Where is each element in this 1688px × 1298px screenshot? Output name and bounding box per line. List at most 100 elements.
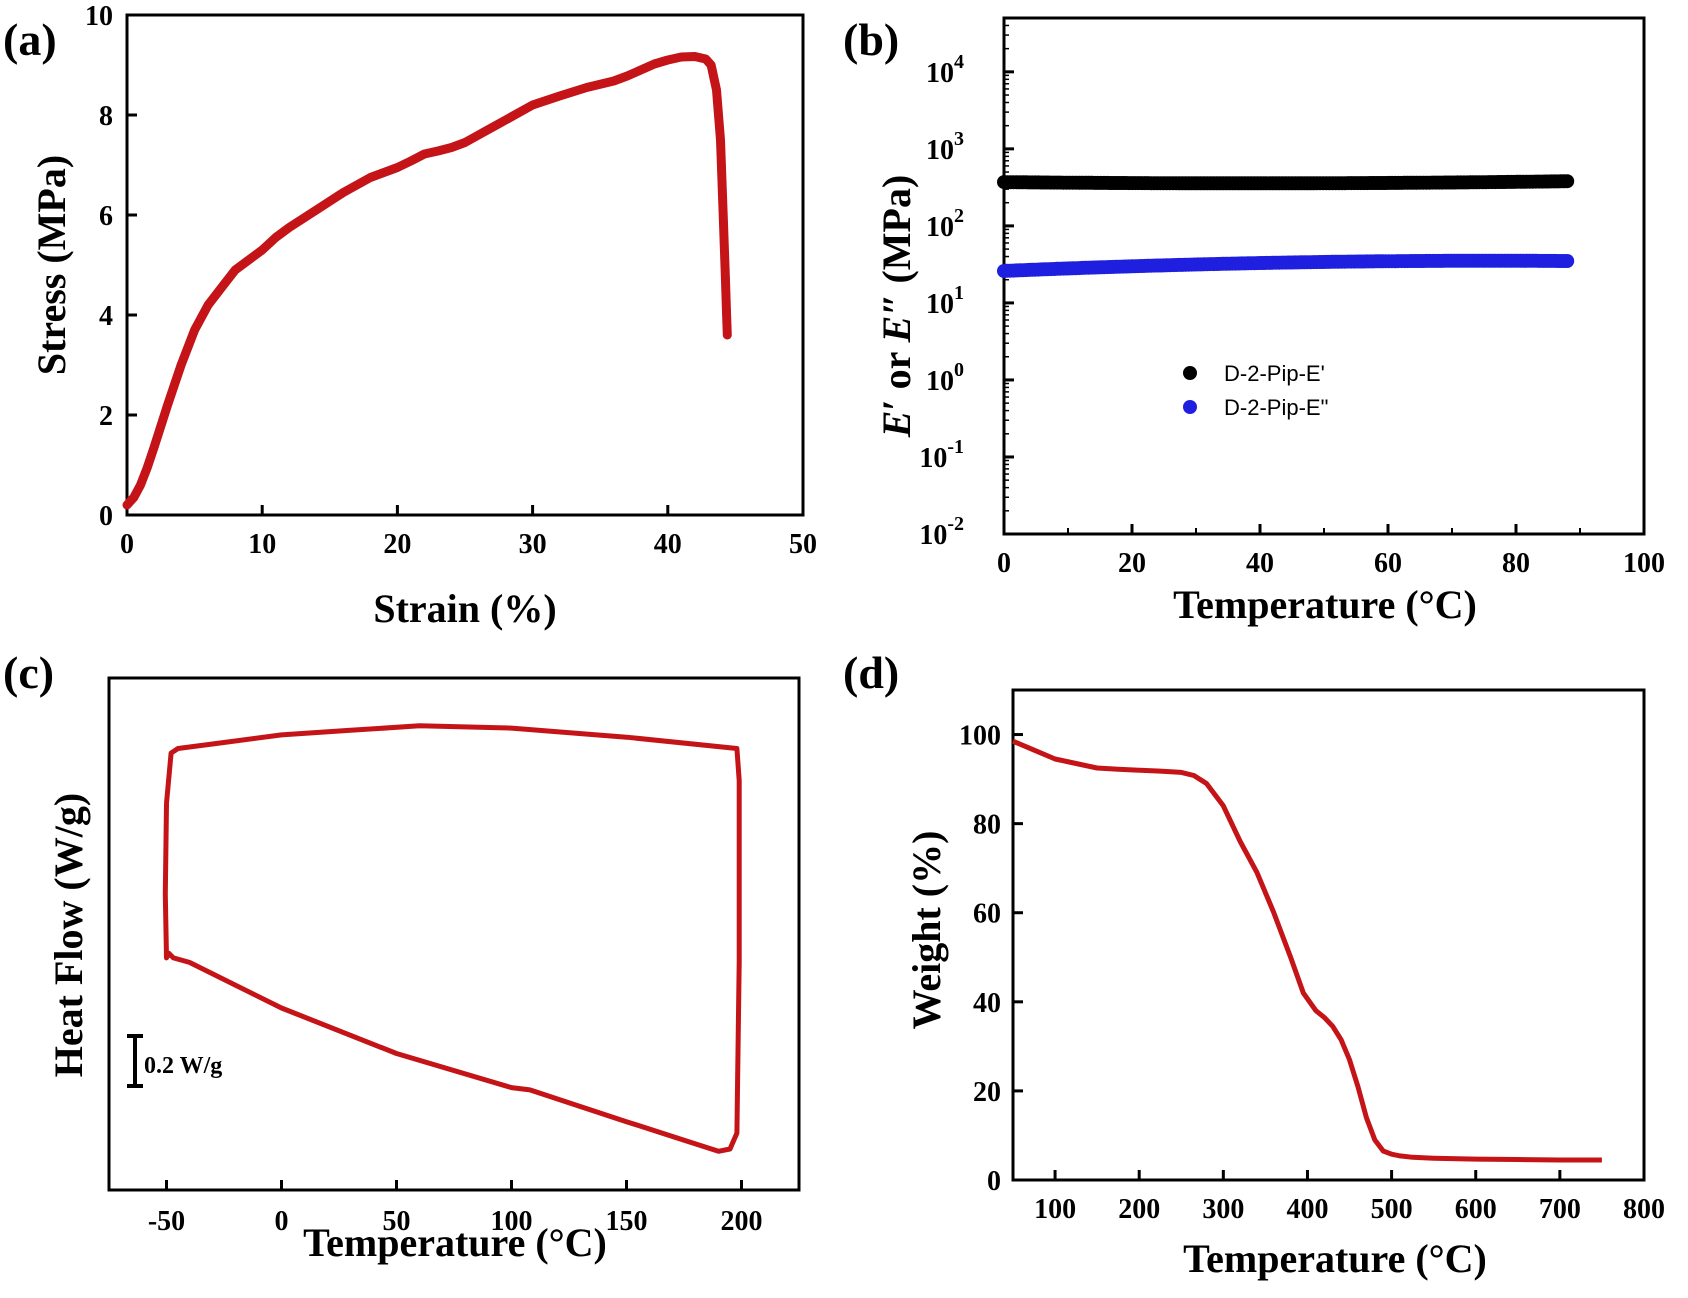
panel-b-x-tick-label: 0 [997, 548, 1011, 579]
panel-b-y-tick-label: 100 [926, 359, 964, 397]
panel-a-y-tick-label: 10 [85, 1, 113, 32]
panel-b-x-ticks: 0 20 40 60 80 100 [997, 524, 1665, 579]
panel-d-y-axis-title: Weight (%) [904, 831, 949, 1030]
panel-d-x-ticks: 100 200 300 400 500 600 700 800 [1034, 1170, 1665, 1225]
panel-d-y-tick-label: 80 [973, 810, 1001, 841]
panel-b-x-tick-label: 60 [1374, 548, 1402, 579]
panel-b-y-axis-title-part: E [874, 316, 919, 344]
panel-b-y-tick-exponent: 2 [954, 205, 964, 227]
panel-d-x-tick-label: 600 [1455, 1194, 1497, 1225]
panel-c-scale-bar: 0.2 W/g [127, 1034, 222, 1088]
panel-b-series-0-point [1560, 174, 1575, 189]
panel-a-stress-strain-line [122, 52, 732, 510]
panel-c-x-tick-label: 0 [275, 1206, 289, 1237]
panel-b-y-axis-title: E′ or E″ (MPa) [874, 175, 919, 439]
panel-a-y-axis-title: Stress (MPa) [29, 155, 74, 375]
panel-a-x-tick-label: 30 [519, 529, 547, 560]
panel-b-y-tick-exponent: 4 [954, 51, 964, 73]
panel-b-x-tick-label: 40 [1246, 548, 1274, 579]
panel-c-x-tick-label: 100 [491, 1206, 533, 1237]
panel-b-y-tick-label: 10-1 [919, 436, 964, 474]
panel-c-x-ticks: -50 0 50 100 150 200 [148, 1180, 763, 1237]
panel-b-legend-label: D-2-Pip-E" [1224, 395, 1328, 420]
panel-b-legend-label: D-2-Pip-E' [1224, 361, 1325, 386]
panel-a-series [122, 52, 732, 510]
panel-a-x-tick-label: 40 [654, 529, 682, 560]
panel-d-y-tick-label: 100 [959, 721, 1001, 752]
panel-b: (b) 0 20 40 60 80 100 10-210-1100101102103104… [843, 14, 1665, 627]
panel-b-x-tick-label: 100 [1623, 548, 1665, 579]
panel-a-y-tick-label: 8 [99, 101, 113, 132]
panel-b-legend-marker [1183, 366, 1197, 380]
panel-d-x-tick-label: 700 [1539, 1194, 1581, 1225]
panel-b-label: (b) [843, 14, 899, 65]
panel-d-x-tick-label: 400 [1286, 1194, 1328, 1225]
panel-b-frame [1002, 16, 1646, 536]
panel-d-y-ticks: 0 20 40 60 80 100 [959, 721, 1023, 1197]
panel-b-y-tick-base: 10 [919, 520, 947, 551]
panel-b-y-tick-base: 10 [926, 135, 954, 166]
panel-c-series [162, 723, 742, 1154]
panel-b-legend: D-2-Pip-E' D-2-Pip-E" [1183, 361, 1328, 420]
panel-c-label: (c) [3, 647, 54, 698]
panel-d-y-tick-label: 20 [973, 1077, 1001, 1108]
panel-b-series [997, 174, 1575, 278]
panel-c-y-axis-title: Heat Flow (W/g) [46, 793, 91, 1077]
panel-b-y-axis-title-part: or [874, 342, 919, 399]
panel-d-x-tick-label: 500 [1371, 1194, 1413, 1225]
panel-a-x-axis-title: Strain (%) [373, 586, 556, 631]
panel-b-x-tick-label: 20 [1118, 548, 1146, 579]
panel-d-y-tick-label: 40 [973, 988, 1001, 1019]
panel-b-y-tick-exponent: 3 [954, 128, 964, 150]
panel-b-y-axis-title-part: E [874, 411, 919, 439]
panel-b-y-tick-label: 104 [926, 51, 964, 89]
panel-c-x-tick-label: 50 [383, 1206, 411, 1237]
panel-c-scale-bar-label: 0.2 W/g [144, 1053, 222, 1079]
panel-d: (d) 100 200 300 400 500 600 700 800 0 20 40 60 80 10… [843, 647, 1665, 1281]
panel-b-y-tick-base: 10 [926, 289, 954, 320]
panel-d-x-tick-label: 800 [1623, 1194, 1665, 1225]
panel-a-y-tick-label: 6 [99, 201, 113, 232]
panel-a: (a) 0 10 20 30 40 50 0 2 4 6 8 10 Strain (%) Stres… [3, 1, 817, 631]
panel-b-y-axis-title-part: ″ [874, 294, 919, 316]
panel-c: (c) -50 0 50 100 150 200 0.2 W/g Temperature … [3, 647, 801, 1265]
panel-b-series-1-point [1560, 254, 1575, 268]
panel-a-y-tick-label: 0 [99, 501, 113, 532]
panel-a-label: (a) [3, 14, 57, 65]
panel-d-label: (d) [843, 647, 899, 698]
panel-b-legend-marker [1183, 400, 1197, 414]
panel-d-y-tick-label: 0 [987, 1166, 1001, 1197]
panel-a-y-ticks: 0 2 4 6 8 10 [85, 1, 137, 532]
panel-c-frame [107, 676, 801, 1192]
panel-b-y-tick-exponent: -2 [947, 513, 964, 535]
panel-a-x-tick-label: 50 [789, 529, 817, 560]
panel-b-y-tick-exponent: 1 [954, 282, 964, 304]
panel-d-x-axis-title: Temperature (°C) [1183, 1236, 1487, 1281]
panel-b-x-axis-title: Temperature (°C) [1173, 582, 1477, 627]
panel-a-x-tick-label: 10 [248, 529, 276, 560]
panel-b-y-tick-base: 10 [926, 212, 954, 243]
panel-b-y-tick-exponent: -1 [947, 436, 964, 458]
panel-a-x-tick-label: 20 [383, 529, 411, 560]
panel-c-x-tick-label: 200 [721, 1206, 763, 1237]
panel-b-y-tick-base: 10 [926, 366, 954, 397]
panel-d-series [1012, 738, 1602, 1163]
panel-a-y-tick-label: 2 [99, 401, 113, 432]
panel-d-x-tick-label: 300 [1202, 1194, 1244, 1225]
panel-d-x-tick-label: 100 [1034, 1194, 1076, 1225]
panel-c-x-tick-label: -50 [148, 1206, 185, 1237]
panel-c-x-axis-title: Temperature (°C) [303, 1220, 607, 1265]
panel-d-y-tick-label: 60 [973, 899, 1001, 930]
panel-d-frame [1011, 688, 1646, 1182]
panel-b-y-tick-base: 10 [919, 443, 947, 474]
panel-b-y-tick-exponent: 0 [954, 359, 964, 381]
panel-d-x-tick-label: 200 [1118, 1194, 1160, 1225]
panel-c-heat-flow-loop [162, 723, 742, 1154]
panel-b-y-tick-label: 103 [926, 128, 964, 166]
panel-d-weight-loss-line [1012, 738, 1602, 1163]
panel-b-y-tick-label: 102 [926, 205, 964, 243]
panel-a-x-ticks: 0 10 20 30 40 50 [120, 505, 817, 560]
panel-b-y-axis-title-part: (MPa) [874, 175, 919, 294]
